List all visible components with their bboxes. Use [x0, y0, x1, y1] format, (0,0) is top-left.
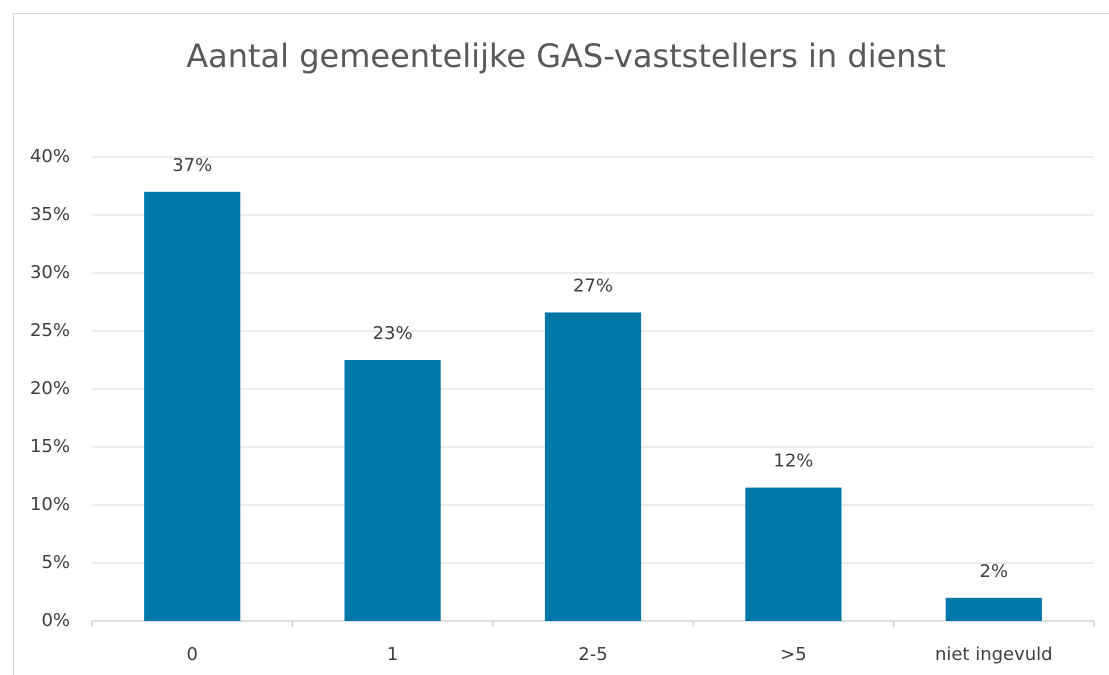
x-tick-label: 2-5: [578, 644, 607, 665]
x-tick-label: >5: [780, 644, 807, 665]
x-tick-label: niet ingevuld: [935, 644, 1053, 665]
y-tick-label: 40%: [30, 146, 70, 167]
y-tick-label: 10%: [30, 494, 70, 515]
bar: [344, 360, 441, 621]
data-label: 23%: [373, 323, 413, 344]
bar: [745, 487, 842, 621]
bar: [544, 312, 642, 621]
data-label: 2%: [980, 561, 1009, 582]
y-tick-label: 5%: [41, 552, 70, 573]
data-label: 27%: [573, 275, 613, 296]
y-tick-label: 35%: [30, 204, 70, 225]
y-tick-label: 15%: [30, 436, 70, 457]
y-tick-label: 30%: [30, 262, 70, 283]
bar: [945, 597, 1042, 621]
chart-frame: [13, 13, 1109, 675]
data-label: 12%: [773, 451, 813, 472]
data-label: 37%: [172, 155, 212, 176]
chart-title: Aantal gemeentelijke GAS-vaststellers in…: [186, 37, 946, 75]
y-tick-label: 25%: [30, 320, 70, 341]
x-tick-label: 1: [387, 644, 398, 665]
bar: [144, 191, 241, 622]
y-tick-label: 0%: [41, 610, 70, 631]
y-tick-label: 20%: [30, 378, 70, 399]
x-tick-label: 0: [186, 644, 197, 665]
